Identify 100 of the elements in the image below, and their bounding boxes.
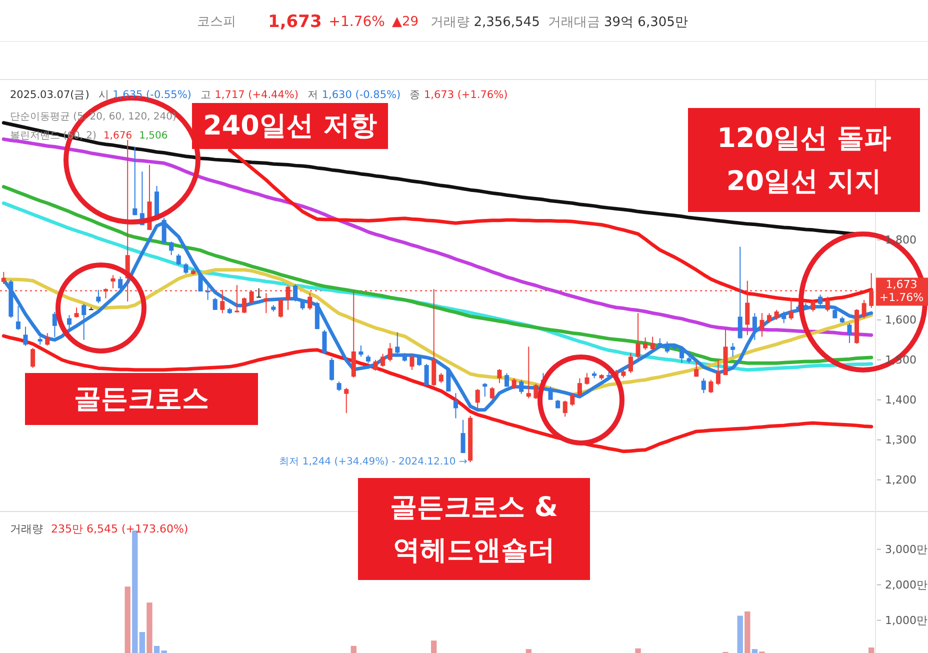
annotation: 최저 1,244 (+34.49%) - 2024.12.10 → [279, 456, 468, 468]
candlestick [23, 326, 28, 346]
candlestick [650, 336, 655, 350]
y-tick-label: 1,300 [885, 433, 916, 446]
candlestick [417, 354, 422, 366]
candlestick [74, 306, 79, 318]
candlestick [818, 294, 823, 308]
candlestick [344, 387, 349, 414]
candlestick [504, 372, 510, 388]
candlestick [584, 372, 590, 386]
candlestick [118, 276, 123, 292]
candlestick [308, 292, 312, 310]
annotation: 골든크로스 & 역헤드앤숄더 [390, 492, 558, 566]
candlestick [45, 332, 50, 346]
y-tick-label: 1,000만 [885, 614, 928, 627]
candlestick [184, 262, 188, 274]
annotation: 골든크로스 [74, 384, 209, 414]
candlestick [497, 368, 502, 384]
line-series [2, 334, 874, 454]
candlestick [694, 360, 699, 378]
candlestick [519, 379, 524, 394]
y-tick-label: 1,200 [885, 473, 916, 486]
annotation: 볼린저밴드 (60, 2) [10, 130, 97, 142]
candlestick [869, 272, 874, 308]
candlestick [293, 284, 298, 302]
candlestick [242, 297, 247, 314]
annotation: 고 1,717 (+4.44%) [200, 89, 298, 101]
annotation: 1,676 [103, 130, 132, 142]
candlestick [410, 354, 414, 370]
text: 거래대금 39억 6,305만 [548, 14, 688, 30]
candlestick [388, 342, 392, 362]
candlestick [526, 346, 531, 399]
candlestick [453, 392, 458, 419]
annotation: 2025.03.07(금) [10, 89, 90, 101]
candlestick [636, 312, 640, 359]
candlestick [176, 253, 181, 266]
candlestick [67, 314, 72, 329]
candlestick [322, 329, 327, 354]
candlestick [446, 368, 451, 392]
candlestick [862, 299, 866, 319]
y-tick-label: 1,400 [885, 393, 916, 406]
text: 1,673 [268, 12, 322, 32]
candlestick [300, 299, 305, 310]
candlestick [788, 298, 794, 320]
candlestick [460, 419, 466, 454]
candlestick [847, 322, 852, 344]
candlestick [825, 296, 830, 312]
candlestick [96, 289, 101, 304]
candlestick [512, 378, 516, 390]
text: 코스피 [197, 14, 236, 30]
annotation: 저 1,630 (-0.85%) [308, 89, 401, 101]
candlestick [278, 298, 283, 318]
ref-line-label: 1,673 [886, 278, 918, 292]
text: ▲29 [392, 14, 419, 30]
text: 거래량 2,356,545 [430, 14, 540, 30]
candlestick [548, 386, 553, 400]
candlestick [169, 241, 174, 256]
y-tick-label: 1,600 [885, 313, 916, 326]
annotation: 종 1,673 (+1.76%) [410, 89, 508, 101]
text: 235만 6,545 (+173.60%) [51, 522, 188, 536]
text: +1.76% [879, 291, 924, 304]
candlestick [701, 378, 706, 394]
y-tick-label: 3,000만 [885, 542, 928, 556]
candlestick [782, 310, 786, 324]
candlestick [628, 352, 633, 374]
candlestick [716, 359, 720, 386]
candlestick [424, 363, 429, 386]
candlestick [680, 348, 684, 364]
candlestick [132, 146, 138, 216]
candlestick [767, 312, 772, 324]
annotation: 120일선 돌파 20일선 지지 [717, 122, 891, 198]
candlestick [570, 393, 575, 406]
candlestick [832, 308, 838, 319]
candlestick [438, 372, 444, 384]
candlestick [256, 288, 262, 298]
candlestick [577, 378, 582, 396]
candlestick [658, 338, 662, 349]
candlestick [664, 340, 670, 354]
candlestick [810, 299, 816, 312]
candlestick [562, 400, 568, 418]
candlestick [490, 386, 494, 400]
candlestick [206, 284, 210, 300]
candlestick [52, 311, 57, 338]
candlestick [16, 305, 20, 330]
candlestick [738, 246, 742, 339]
candlestick [1, 271, 6, 284]
candlestick [395, 332, 400, 356]
y-tick-label: 2,000만 [885, 578, 928, 592]
candlestick [373, 359, 378, 372]
candlestick [752, 312, 757, 340]
candlestick [730, 342, 736, 358]
text: 거래량 [10, 522, 43, 536]
candlestick [212, 297, 218, 310]
candlestick [380, 353, 386, 368]
candlestick [774, 309, 779, 320]
candlestick [760, 312, 764, 338]
candlestick [358, 344, 364, 358]
line-series [2, 220, 874, 412]
candlestick [336, 380, 342, 392]
text: +1.76% [328, 14, 385, 30]
